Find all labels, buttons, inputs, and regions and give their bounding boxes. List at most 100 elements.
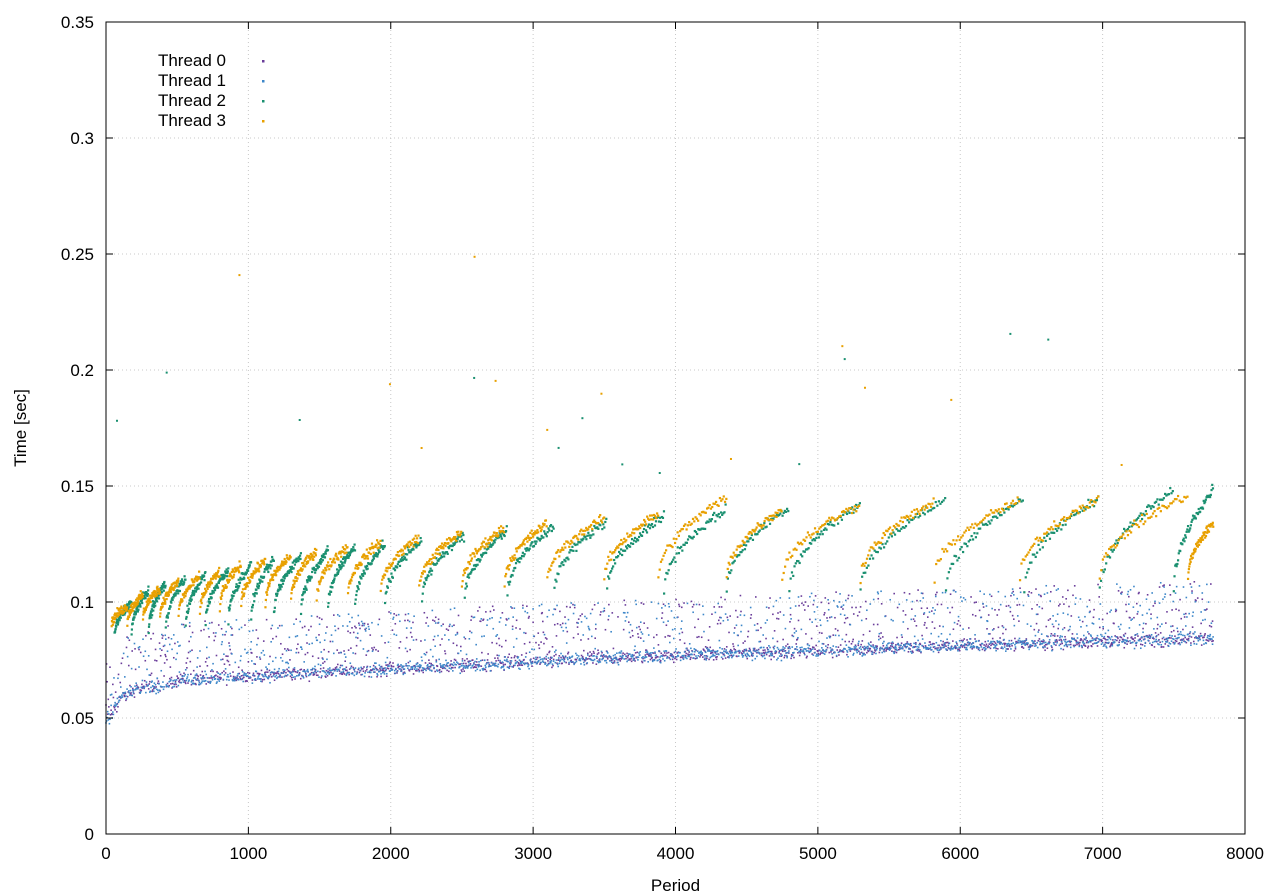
data-point bbox=[507, 666, 510, 669]
data-point bbox=[573, 604, 576, 606]
data-point bbox=[860, 643, 862, 646]
data-point bbox=[965, 644, 968, 646]
data-point bbox=[262, 675, 265, 678]
data-point bbox=[683, 654, 685, 657]
data-point bbox=[567, 658, 569, 661]
data-point bbox=[379, 667, 381, 670]
data-point bbox=[386, 586, 390, 589]
data-point bbox=[678, 547, 682, 550]
data-point bbox=[356, 632, 359, 635]
data-point bbox=[352, 666, 354, 669]
data-point bbox=[879, 647, 881, 650]
data-point bbox=[440, 664, 442, 667]
data-point bbox=[1036, 641, 1038, 644]
data-point bbox=[230, 599, 233, 602]
data-point bbox=[710, 652, 713, 654]
data-point bbox=[478, 661, 480, 663]
data-point bbox=[248, 565, 251, 568]
data-point bbox=[582, 634, 585, 636]
data-point bbox=[406, 546, 409, 549]
data-point bbox=[884, 615, 886, 618]
data-point bbox=[676, 546, 679, 549]
data-point bbox=[799, 651, 802, 654]
data-point bbox=[317, 657, 320, 659]
data-point bbox=[423, 581, 426, 584]
data-point bbox=[537, 632, 540, 634]
data-point bbox=[651, 652, 653, 654]
data-point bbox=[571, 656, 573, 658]
data-point bbox=[823, 653, 826, 655]
data-point bbox=[1087, 646, 1089, 649]
data-point bbox=[252, 672, 255, 675]
data-point bbox=[170, 601, 173, 604]
data-point bbox=[738, 652, 741, 654]
data-point bbox=[745, 649, 748, 652]
data-point bbox=[426, 666, 429, 669]
data-point bbox=[144, 659, 147, 662]
data-point bbox=[659, 659, 662, 662]
data-point bbox=[998, 640, 1001, 643]
data-point bbox=[445, 551, 449, 554]
data-point bbox=[499, 535, 503, 538]
data-point bbox=[476, 668, 479, 671]
data-point bbox=[155, 598, 158, 601]
data-point bbox=[1166, 641, 1168, 643]
data-point bbox=[919, 643, 922, 646]
data-point bbox=[721, 513, 724, 516]
data-point bbox=[162, 645, 165, 648]
data-point bbox=[434, 616, 437, 619]
data-point bbox=[841, 638, 844, 641]
data-point bbox=[997, 641, 999, 644]
data-point bbox=[120, 662, 123, 665]
data-point bbox=[1031, 608, 1033, 610]
data-point bbox=[562, 656, 565, 658]
data-point bbox=[610, 570, 613, 573]
data-point bbox=[229, 675, 232, 677]
data-point bbox=[440, 670, 443, 673]
data-point bbox=[163, 644, 166, 647]
data-point bbox=[1033, 642, 1036, 645]
data-point bbox=[724, 598, 726, 601]
data-point bbox=[848, 647, 851, 649]
data-point bbox=[512, 569, 515, 572]
data-point bbox=[209, 680, 212, 683]
data-point bbox=[897, 644, 900, 646]
data-point bbox=[738, 554, 741, 557]
data-point bbox=[228, 679, 230, 681]
data-point bbox=[749, 606, 752, 609]
data-point bbox=[338, 615, 341, 617]
data-point bbox=[925, 648, 928, 650]
data-point bbox=[667, 651, 670, 654]
data-point bbox=[740, 624, 743, 627]
data-point bbox=[826, 637, 828, 639]
data-point bbox=[223, 574, 226, 577]
data-point bbox=[944, 644, 946, 646]
data-point bbox=[928, 611, 931, 613]
data-point bbox=[856, 649, 859, 651]
data-point bbox=[661, 607, 663, 609]
data-point bbox=[858, 611, 861, 613]
data-point bbox=[653, 524, 657, 527]
data-point bbox=[580, 621, 583, 623]
data-point bbox=[762, 651, 765, 654]
data-point bbox=[567, 618, 570, 621]
data-point bbox=[470, 631, 473, 634]
data-point bbox=[744, 653, 747, 656]
data-point bbox=[119, 616, 122, 619]
data-point bbox=[297, 556, 300, 559]
data-point bbox=[286, 648, 289, 650]
data-point bbox=[1164, 643, 1167, 645]
data-point bbox=[751, 659, 754, 662]
data-point bbox=[384, 667, 386, 669]
data-point bbox=[318, 676, 320, 678]
data-point bbox=[474, 669, 477, 672]
data-point bbox=[208, 677, 211, 679]
data-point bbox=[1180, 641, 1183, 644]
data-point bbox=[954, 644, 956, 647]
data-point bbox=[332, 668, 335, 671]
data-point bbox=[954, 591, 957, 593]
data-point bbox=[1137, 592, 1140, 595]
data-point bbox=[324, 671, 327, 674]
data-point bbox=[588, 628, 591, 631]
data-point bbox=[253, 595, 256, 598]
